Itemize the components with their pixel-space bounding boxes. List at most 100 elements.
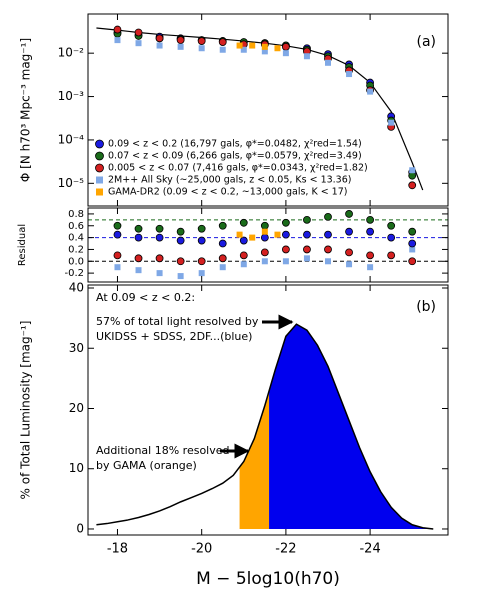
data-point — [113, 25, 122, 34]
data-point — [240, 46, 247, 53]
data-point — [303, 230, 311, 239]
data-point — [155, 254, 164, 263]
data-point — [218, 254, 227, 263]
data-point — [113, 221, 122, 230]
data-point — [197, 224, 206, 233]
data-point — [239, 251, 248, 260]
data-point — [274, 45, 281, 52]
data-point — [303, 53, 310, 60]
annotation: UKIDSS + SDSS, 2DF...(blue) — [96, 330, 252, 343]
annotation: Additional 18% resolved — [96, 444, 230, 457]
data-point — [197, 257, 206, 266]
data-point — [260, 233, 269, 242]
data-point — [249, 42, 256, 49]
y-tick-label: 10⁻³ — [58, 89, 85, 103]
data-point — [114, 264, 121, 271]
data-point — [197, 236, 206, 245]
data-point — [134, 28, 143, 37]
y-tick-label: 0.8 — [68, 209, 84, 220]
data-point — [218, 38, 227, 47]
data-point — [260, 248, 269, 257]
data-point — [219, 264, 226, 271]
data-point — [303, 255, 310, 262]
data-point — [135, 267, 142, 274]
y-tick-label: 20 — [69, 401, 84, 415]
data-point — [261, 228, 268, 235]
legend-swatch — [95, 151, 104, 161]
legend-label: GAMA-DR2 (0.09 < z < 0.2, ~13,000 gals, … — [108, 187, 347, 198]
y-tick-label: 0 — [76, 521, 84, 535]
data-point — [324, 245, 332, 254]
y-tick-label: 10⁻² — [58, 46, 85, 60]
data-point — [366, 215, 375, 224]
y-tick-label: 0.6 — [68, 221, 84, 232]
x-axis-label: M − 5log10(h70) — [196, 569, 340, 589]
data-point — [134, 224, 143, 233]
y-tick-label: 40 — [69, 281, 84, 295]
data-point — [239, 218, 248, 227]
legend-swatch — [96, 188, 103, 196]
data-point — [408, 257, 417, 266]
y-tick-label: 0.0 — [68, 256, 84, 267]
legend-swatch — [95, 139, 104, 149]
data-point — [113, 251, 122, 260]
data-point — [345, 248, 353, 257]
data-point — [408, 181, 417, 190]
y-tick-label: 10⁻⁵ — [58, 176, 85, 190]
data-point — [281, 230, 290, 239]
data-point — [177, 273, 184, 280]
data-point — [155, 34, 164, 43]
data-point — [260, 221, 269, 230]
panel: 10⁻⁵ 10⁻⁴ 10⁻³ 10⁻² Φ [N h70³ Mpc⁻³ mag⁻¹] (a… — [19, 13, 449, 207]
data-point — [176, 36, 185, 45]
annotation: 57% of total light resolved by — [96, 315, 259, 328]
data-point — [236, 42, 243, 49]
data-point — [409, 246, 416, 253]
data-point — [282, 50, 289, 57]
data-point — [367, 88, 374, 95]
data-point — [387, 221, 396, 230]
data-point — [156, 270, 163, 277]
data-point — [325, 258, 331, 265]
y-tick-label: -0.2 — [64, 268, 84, 279]
axes-frame — [87, 13, 449, 207]
data-point — [408, 239, 417, 248]
legend-label: 0.09 < z < 0.2 (16,797 gals, φ*=0.0482, … — [108, 139, 362, 150]
data-point — [387, 251, 396, 260]
data-point — [198, 270, 205, 277]
panel-label: (b) — [416, 299, 436, 315]
x-tick-label: -24 — [359, 542, 380, 557]
data-point — [176, 257, 185, 266]
data-point — [346, 71, 353, 78]
data-point — [113, 230, 122, 239]
data-point — [261, 48, 268, 55]
data-point — [367, 264, 374, 271]
data-point — [387, 233, 396, 242]
data-point — [218, 239, 227, 248]
panel-label: (a) — [416, 34, 436, 50]
shaded-region — [239, 391, 270, 529]
data-point — [236, 231, 243, 238]
data-point — [325, 59, 331, 66]
data-point — [177, 43, 184, 50]
data-point — [366, 251, 375, 260]
y-tick-label: 0.4 — [68, 233, 84, 244]
data-point — [303, 245, 311, 254]
data-point — [176, 227, 185, 236]
legend-swatch — [96, 176, 103, 184]
y-tick-label: 30 — [69, 341, 84, 355]
data-point — [219, 46, 226, 53]
data-point — [249, 234, 256, 241]
curve — [96, 323, 434, 530]
annotation: by GAMA (orange) — [96, 459, 197, 472]
data-point — [261, 258, 268, 265]
data-point — [155, 233, 164, 242]
x-tick-label: -20 — [191, 542, 212, 557]
data-point — [135, 40, 142, 47]
data-point — [155, 224, 164, 233]
axes-frame — [87, 207, 449, 283]
data-point — [156, 42, 163, 49]
axes-frame — [87, 284, 449, 536]
data-point — [345, 210, 353, 218]
panel: 0 10 20 30 40 -18 -20 -22 -24 % of Total Luminosi… — [19, 281, 449, 589]
